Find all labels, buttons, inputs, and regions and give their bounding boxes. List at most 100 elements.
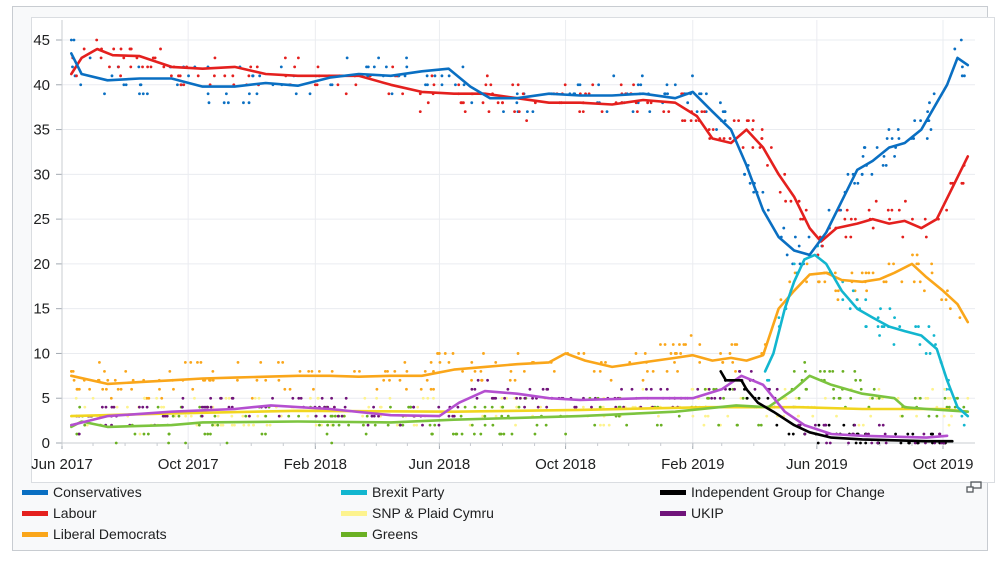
poll-point	[645, 387, 648, 391]
poll-point	[605, 110, 609, 114]
x-tick-label: Oct 2018	[535, 456, 596, 473]
poll-point	[373, 423, 377, 427]
legend-item-independent-group[interactable]: Independent Group for Change	[660, 482, 885, 502]
poll-point	[483, 423, 487, 427]
poll-point	[734, 369, 737, 373]
poll-point	[665, 83, 669, 87]
poll-point	[264, 414, 268, 418]
poll-point	[844, 235, 848, 239]
poll-point	[383, 369, 387, 373]
poll-point	[255, 378, 259, 382]
poll-point	[142, 432, 146, 436]
poll-point	[948, 307, 952, 311]
poll-point	[533, 432, 537, 436]
poll-point	[172, 387, 175, 391]
poll-point	[131, 378, 135, 382]
poll-point	[513, 110, 516, 114]
poll-point	[247, 74, 251, 78]
poll-point	[211, 378, 215, 382]
poll-point	[787, 432, 791, 436]
poll-point	[122, 56, 126, 60]
legend-item-conservatives[interactable]: Conservatives	[22, 482, 142, 502]
poll-point	[159, 47, 162, 51]
legend-item-greens[interactable]: Greens	[341, 524, 418, 544]
poll-point	[577, 352, 581, 355]
legend-item-ukip[interactable]: UKIP	[660, 503, 724, 523]
poll-point	[209, 396, 213, 400]
poll-point	[484, 83, 488, 87]
poll-point	[828, 441, 832, 445]
poll-point	[503, 396, 507, 400]
poll-point	[158, 387, 161, 391]
poll-point	[632, 83, 635, 87]
poll-point	[681, 119, 684, 122]
legend-item-liberal-democrats[interactable]: Liberal Democrats	[22, 524, 167, 544]
poll-point	[864, 298, 868, 302]
poll-point	[607, 423, 611, 427]
legend-swatch	[341, 510, 367, 516]
poll-point	[141, 92, 145, 96]
legend-item-labour[interactable]: Labour	[22, 503, 97, 523]
poll-point	[342, 414, 346, 418]
poll-point	[365, 414, 369, 418]
poll-point	[177, 74, 180, 78]
poll-point	[564, 432, 568, 436]
poll-point	[545, 387, 549, 391]
poll-point	[689, 334, 693, 337]
poll-point	[494, 414, 498, 418]
poll-point	[382, 378, 386, 382]
poll-point	[788, 280, 792, 284]
poll-point	[879, 307, 882, 311]
poll-point	[451, 414, 455, 418]
poll-point	[516, 83, 520, 87]
poll-point	[288, 387, 292, 391]
poll-point	[421, 396, 425, 400]
poll-point	[165, 414, 169, 418]
poll-point	[869, 414, 873, 418]
poll-point	[927, 325, 931, 328]
legend-swatch	[341, 531, 367, 537]
legend-label: Liberal Democrats	[53, 526, 167, 542]
poll-point	[666, 92, 669, 96]
poll-point	[620, 387, 623, 391]
poll-point	[181, 396, 185, 400]
poll-point	[163, 414, 167, 418]
poll-point	[336, 83, 340, 87]
poll-point	[938, 432, 941, 436]
poll-point	[393, 369, 397, 373]
poll-point	[77, 432, 81, 436]
poll-point	[887, 128, 891, 131]
expand-icon[interactable]	[966, 481, 982, 493]
legend-item-snp-plaid[interactable]: SNP & Plaid Cymru	[341, 503, 494, 523]
poll-point	[940, 298, 944, 302]
poll-point	[602, 423, 606, 427]
poll-point	[597, 83, 601, 87]
poll-point	[913, 396, 917, 400]
poll-point	[922, 432, 926, 436]
poll-point	[811, 414, 815, 418]
poll-point	[505, 396, 509, 400]
poll-point	[930, 271, 934, 275]
poll-point	[911, 432, 915, 436]
poll-point	[213, 423, 217, 427]
poll-point	[722, 137, 726, 140]
poll-point	[751, 146, 755, 149]
poll-point	[912, 280, 916, 284]
poll-point	[502, 432, 506, 436]
poll-point	[109, 396, 113, 400]
poll-point	[149, 65, 153, 69]
poll-point	[451, 352, 455, 355]
legend-swatch	[22, 531, 48, 537]
poll-point	[279, 414, 283, 418]
poll-point	[817, 280, 820, 284]
poll-point	[437, 405, 441, 409]
poll-point	[845, 208, 849, 212]
x-tick-label: Jun 2018	[409, 456, 471, 473]
poll-point	[247, 423, 251, 427]
poll-point	[219, 423, 223, 427]
poll-point	[425, 378, 429, 382]
poll-point	[247, 101, 251, 105]
poll-point	[960, 65, 964, 69]
legend-item-brexit-party[interactable]: Brexit Party	[341, 482, 444, 502]
poll-point	[966, 396, 970, 400]
